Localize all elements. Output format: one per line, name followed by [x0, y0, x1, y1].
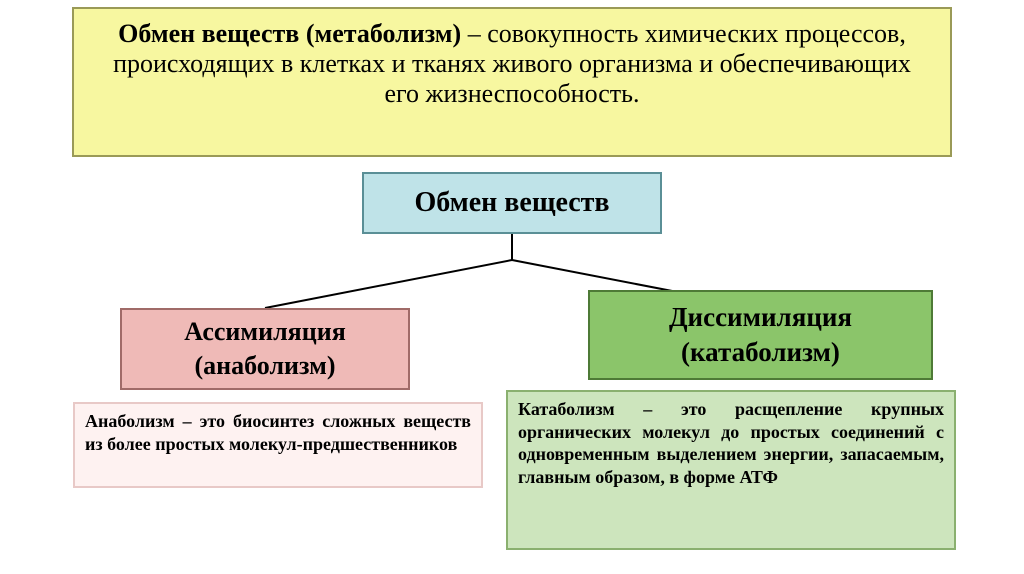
right-branch-title: Диссимиляция (катаболизм): [588, 290, 933, 380]
root-node: Обмен веществ: [362, 172, 662, 234]
root-label: Обмен веществ: [414, 187, 609, 219]
left-title-line1: Ассимиляция: [184, 315, 346, 349]
definition-bold: Обмен веществ (метаболизм): [118, 19, 461, 48]
left-branch-title: Ассимиляция (анаболизм): [120, 308, 410, 390]
left-branch-desc: Анаболизм – это биосинтез сложных вещест…: [73, 402, 483, 488]
line-to-left: [265, 260, 512, 308]
definition-box: Обмен веществ (метаболизм) – совокупност…: [72, 7, 952, 157]
right-title-line1: Диссимиляция: [669, 300, 852, 335]
right-title-line2: (катаболизм): [681, 335, 840, 370]
right-branch-desc: Катаболизм – это расщепление крупных орг…: [506, 390, 956, 550]
left-title-line2: (анаболизм): [195, 349, 336, 383]
